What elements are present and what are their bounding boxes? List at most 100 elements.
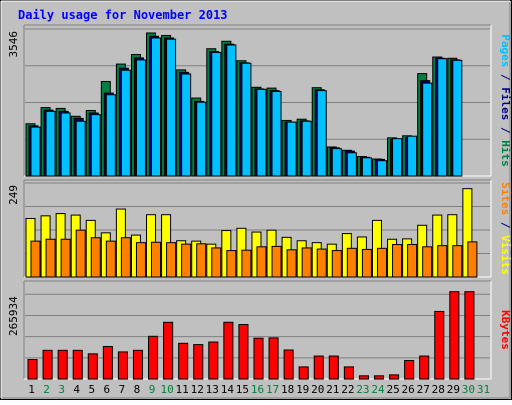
bar-sites-29 — [452, 245, 463, 278]
bar-kbytes-30 — [464, 291, 475, 380]
x-tick-label-day-30: 30 — [462, 383, 475, 396]
bar-sites-22 — [346, 247, 357, 278]
bar-kbytes-10 — [163, 321, 174, 380]
panel-pages-files-hits: 3546 Pages / Files / Hits — [7, 24, 512, 177]
x-tick-label-day-19: 19 — [296, 383, 309, 396]
bar-kbytes-19 — [298, 366, 309, 380]
bar-sites-21 — [331, 250, 342, 278]
series-axis-label: Sites / Visits — [499, 182, 512, 275]
bar-pages-20 — [316, 90, 327, 177]
bar-sites-1 — [30, 240, 41, 278]
bar-sites-14 — [226, 250, 237, 278]
bar-kbytes-6 — [102, 345, 113, 380]
x-tick-label-day-27: 27 — [417, 383, 430, 396]
bar-kbytes-7 — [117, 351, 128, 380]
bar-sites-30 — [467, 241, 478, 278]
x-tick-label-day-20: 20 — [311, 383, 324, 396]
axis-label-part: Visits — [499, 235, 512, 275]
x-tick-label-day-26: 26 — [402, 383, 415, 396]
axis-label-part: / — [499, 215, 512, 235]
axis-label-part: / — [499, 120, 512, 140]
x-tick-label-day-11: 11 — [176, 383, 189, 396]
bar-sites-18 — [286, 249, 297, 278]
bar-pages-3 — [60, 112, 71, 177]
chart-title: Daily usage for November 2013 — [18, 8, 228, 22]
bar-pages-24 — [376, 160, 387, 177]
x-tick-label-day-1: 1 — [28, 383, 35, 396]
bar-sites-5 — [90, 237, 101, 278]
x-tick-label-day-24: 24 — [371, 383, 385, 396]
y-max-label: 249 — [7, 185, 20, 205]
x-tick-label-day-5: 5 — [88, 383, 95, 396]
axis-label-part: Sites — [499, 182, 512, 215]
bar-pages-17 — [271, 90, 282, 177]
bar-pages-12 — [196, 101, 207, 177]
y-max-label: 265934 — [7, 296, 20, 336]
axis-label-part: KBytes — [499, 310, 512, 350]
bar-pages-22 — [346, 152, 357, 177]
x-tick-label-day-9: 9 — [149, 383, 156, 396]
x-tick-label-day-17: 17 — [266, 383, 279, 396]
bar-kbytes-17 — [268, 337, 279, 380]
bar-sites-27 — [422, 246, 433, 278]
bar-kbytes-13 — [208, 341, 219, 380]
bar-kbytes-24 — [373, 375, 385, 380]
bar-pages-28 — [437, 58, 448, 177]
bar-sites-17 — [271, 245, 282, 278]
bar-kbytes-18 — [283, 349, 294, 380]
series-axis-label: KBytes — [499, 310, 512, 350]
bar-sites-3 — [60, 238, 71, 278]
y-max-label: 3546 — [7, 31, 20, 58]
bar-sites-12 — [196, 243, 207, 278]
bar-kbytes-25 — [389, 374, 400, 380]
x-tick-label-day-15: 15 — [236, 383, 249, 396]
bar-sites-13 — [211, 247, 222, 278]
bar-sites-16 — [256, 246, 267, 278]
bar-kbytes-3 — [57, 349, 68, 380]
bar-sites-20 — [316, 248, 327, 278]
bar-sites-26 — [407, 244, 418, 278]
x-tick-label-day-25: 25 — [386, 383, 399, 396]
bar-pages-6 — [105, 94, 116, 177]
bar-sites-7 — [120, 237, 131, 278]
axis-label-part: Pages — [499, 34, 512, 67]
bar-kbytes-2 — [42, 349, 53, 380]
x-tick-label-day-8: 8 — [134, 383, 141, 396]
bar-kbytes-16 — [253, 337, 264, 380]
x-tick-label-day-6: 6 — [104, 383, 111, 396]
bar-pages-11 — [181, 73, 192, 177]
bar-pages-26 — [407, 135, 418, 177]
bar-sites-15 — [241, 249, 252, 278]
x-tick-label-day-16: 16 — [251, 383, 264, 396]
bar-pages-23 — [361, 157, 372, 177]
bar-kbytes-1 — [27, 359, 38, 380]
bar-pages-13 — [211, 51, 222, 177]
bar-pages-18 — [286, 121, 297, 177]
panel-kbytes: 265934 KBytes — [7, 280, 512, 380]
panel-visits-sites: 249 Sites / Visits — [7, 179, 512, 278]
series-axis-label: Pages / Files / Hits — [499, 34, 512, 167]
bar-kbytes-21 — [328, 355, 339, 380]
bar-pages-7 — [120, 69, 131, 177]
x-tick-label-day-12: 12 — [191, 383, 204, 396]
bar-kbytes-27 — [419, 355, 430, 380]
x-tick-label-day-13: 13 — [206, 383, 219, 396]
bar-pages-14 — [226, 44, 237, 177]
bar-pages-10 — [166, 38, 177, 177]
bar-pages-4 — [75, 120, 86, 177]
x-tick-label-day-10: 10 — [160, 383, 173, 396]
x-tick-label-day-3: 3 — [58, 383, 65, 396]
bar-kbytes-14 — [223, 321, 234, 380]
bar-kbytes-4 — [72, 349, 83, 380]
x-tick-label-day-22: 22 — [341, 383, 354, 396]
bar-kbytes-23 — [358, 375, 369, 380]
bar-pages-19 — [301, 120, 312, 177]
bar-pages-25 — [392, 138, 403, 177]
x-tick-label-day-31: 31 — [477, 383, 490, 396]
bar-pages-5 — [90, 114, 101, 177]
x-tick-label-day-18: 18 — [281, 383, 294, 396]
bar-sites-8 — [135, 242, 146, 278]
bar-pages-16 — [256, 88, 267, 177]
